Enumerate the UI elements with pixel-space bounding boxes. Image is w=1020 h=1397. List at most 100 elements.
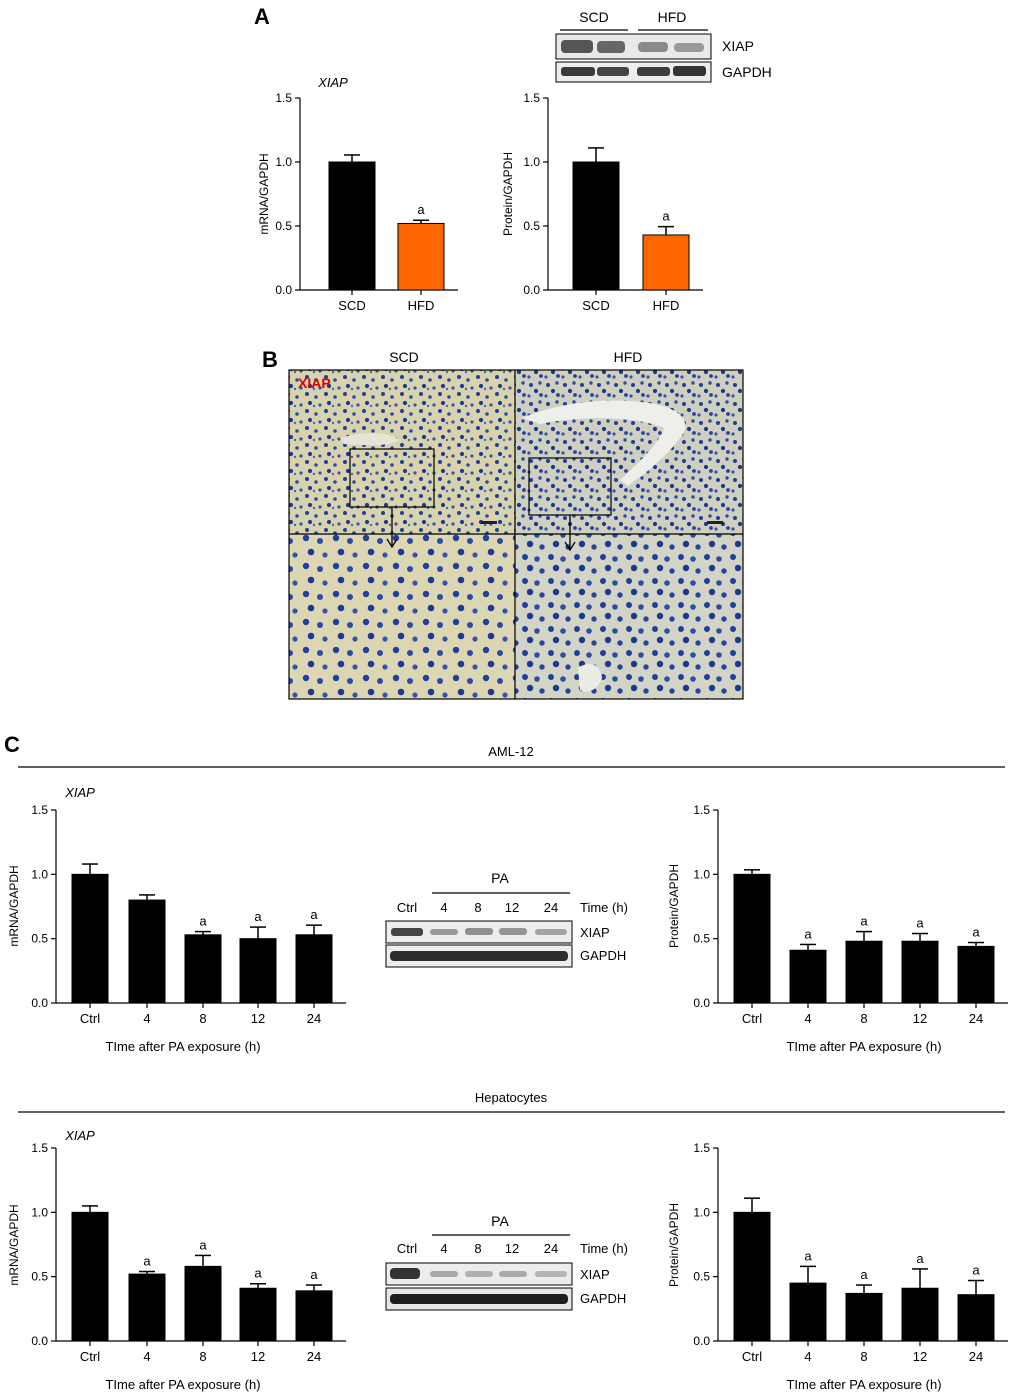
y-tick-label: 1.5 <box>523 91 540 105</box>
x-tick-label: 24 <box>307 1349 321 1364</box>
significance-label: a <box>199 914 207 929</box>
histology-col-scd: SCD <box>389 349 419 365</box>
histology-scd-high <box>289 534 515 699</box>
x-tick-label: Ctrl <box>742 1011 762 1026</box>
blot-xiap-band <box>465 928 493 935</box>
bar <box>733 1211 771 1342</box>
bar <box>901 1287 939 1342</box>
significance-label: a <box>143 1254 151 1269</box>
bar <box>845 940 883 1004</box>
x-tick-label: Ctrl <box>80 1349 100 1364</box>
y-tick-label: 1.0 <box>31 867 48 881</box>
blot-time-label: Time (h) <box>580 1241 628 1256</box>
y-tick-label: 1.0 <box>693 867 710 881</box>
blot-a-gapdh-band <box>673 66 706 76</box>
significance-label: a <box>254 1266 262 1281</box>
blot-xiap-band <box>391 928 423 936</box>
x-tick-label: 4 <box>804 1349 811 1364</box>
y-tick-label: 0.5 <box>523 219 540 233</box>
y-tick-label: 1.0 <box>693 1205 710 1219</box>
y-tick-label: 0.5 <box>31 932 48 946</box>
bar <box>71 1211 109 1342</box>
y-tick-label: 1.5 <box>275 91 292 105</box>
x-tick-label: 12 <box>251 1011 265 1026</box>
section-title-hepatocytes: Hepatocytes <box>475 1090 548 1105</box>
significance-label: a <box>916 1251 924 1266</box>
y-tick-label: 0.0 <box>31 996 48 1010</box>
y-tick-label: 0.0 <box>523 283 540 297</box>
significance-label: a <box>199 1237 207 1252</box>
bar-chart-C-aml-protein: 0.0 0.5 1.0 1.5 Protein/GAPDH Ctrl a 4 a 8 a 12 a 24 T… <box>667 803 1008 1054</box>
section-title-aml12: AML-12 <box>488 744 534 759</box>
y-tick-label: 1.5 <box>693 1141 710 1155</box>
bar <box>295 934 333 1004</box>
bar <box>642 234 690 291</box>
panel-label-a: A <box>254 4 270 29</box>
x-tick-label: 8 <box>199 1349 206 1364</box>
blot-lane-8: 8 <box>474 900 481 915</box>
scale-bar <box>707 521 723 524</box>
stain-label: XIAP <box>298 375 331 391</box>
blot-row-gapdh: GAPDH <box>580 948 626 963</box>
y-tick-label: 1.5 <box>31 803 48 817</box>
x-tick-label: 24 <box>307 1011 321 1026</box>
panel-label-b: B <box>262 347 278 372</box>
x-axis-label: TIme after PA exposure (h) <box>786 1039 941 1054</box>
blot-a-gapdh-band <box>597 67 629 76</box>
x-tick-label: SCD <box>338 298 365 313</box>
significance-label: a <box>972 925 980 940</box>
chart-title: XIAP <box>64 1128 95 1143</box>
histology-panel: SCD HFD XIAP <box>288 349 744 700</box>
blot-time-label: Time (h) <box>580 900 628 915</box>
y-tick-label: 0.5 <box>31 1270 48 1284</box>
y-axis-label: Protein/GAPDH <box>667 1203 681 1287</box>
blot-lane-12: 12 <box>505 900 519 915</box>
blot-gapdh-band <box>390 951 568 961</box>
x-tick-label: 24 <box>969 1349 983 1364</box>
western-blot-aml12: PA Ctrl 4 8 12 24 Time (h) XIAP GAPDH <box>385 870 628 968</box>
blot-lane-8: 8 <box>474 1241 481 1256</box>
y-axis-label: Protein/GAPDH <box>501 152 515 236</box>
histology-hfd-high <box>515 534 743 699</box>
bar <box>295 1290 333 1342</box>
histology-col-hfd: HFD <box>614 349 643 365</box>
bar <box>572 161 620 291</box>
blot-lane-4: 4 <box>440 1241 447 1256</box>
blot-lane-24: 24 <box>544 900 558 915</box>
blot-a-xiap-band <box>674 43 704 52</box>
blot-a-group-hfd: HFD <box>658 9 687 25</box>
blot-a-row-gapdh: GAPDH <box>722 64 772 80</box>
x-tick-label: 8 <box>860 1011 867 1026</box>
blot-lane-4: 4 <box>440 900 447 915</box>
x-tick-label: 12 <box>251 1349 265 1364</box>
bar <box>397 222 445 291</box>
y-tick-label: 0.5 <box>693 1270 710 1284</box>
x-tick-label: Ctrl <box>742 1349 762 1364</box>
panel-label-c: C <box>4 732 20 757</box>
x-tick-label: 8 <box>199 1011 206 1026</box>
blot-xiap-band <box>465 1271 493 1277</box>
bar <box>901 940 939 1004</box>
y-tick-label: 1.5 <box>693 803 710 817</box>
significance-label: a <box>860 914 868 929</box>
y-tick-label: 0.0 <box>275 283 292 297</box>
blot-a-gapdh-band <box>561 67 595 76</box>
x-tick-label: 24 <box>969 1011 983 1026</box>
histology-vessel <box>578 663 602 692</box>
y-tick-label: 0.0 <box>693 996 710 1010</box>
significance-label: a <box>804 926 812 941</box>
western-blot-hepatocytes: PA Ctrl 4 8 12 24 Time (h) XIAP GAPDH <box>385 1213 628 1311</box>
histology-scd-low <box>289 370 515 534</box>
bar-chart-C-hep-mrna: 0.0 0.5 1.0 1.5 mRNA/GAPDH XIAP Ctrl a 4 a 8 a 12 a 24… <box>7 1128 346 1392</box>
x-axis-label: TIme after PA exposure (h) <box>105 1377 260 1392</box>
x-tick-label: 4 <box>143 1011 150 1026</box>
significance-label: a <box>860 1267 868 1282</box>
blot-a-xiap-band <box>597 41 625 53</box>
y-tick-label: 1.0 <box>275 155 292 169</box>
significance-label: a <box>417 202 425 217</box>
x-tick-label: 12 <box>913 1349 927 1364</box>
x-tick-label: Ctrl <box>80 1011 100 1026</box>
blot-a-gapdh-band <box>637 67 670 76</box>
blot-lane-ctrl: Ctrl <box>397 900 417 915</box>
